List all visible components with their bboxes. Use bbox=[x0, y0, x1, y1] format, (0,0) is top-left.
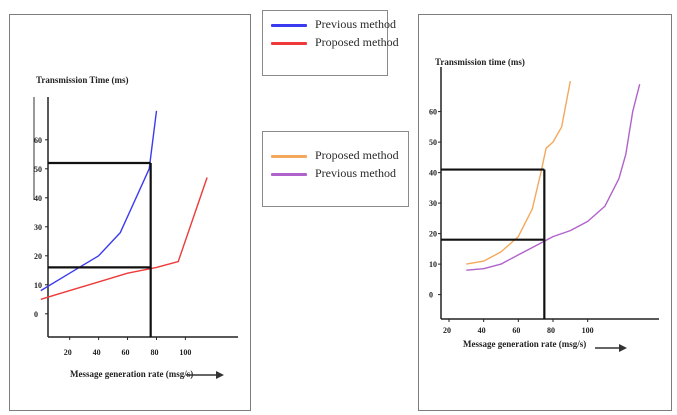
right-chart: Transmission time (ms) 0 10 20 30 40 50 60 20 40… bbox=[429, 57, 659, 352]
legend-swatch bbox=[271, 173, 307, 176]
y-tick-label: 20 bbox=[34, 252, 42, 261]
legend-label: Proposed method bbox=[315, 35, 399, 49]
x-tick-label: 20 bbox=[64, 348, 72, 357]
left-chart: Transmission Time (ms) 0 10 20 30 40 50 60 20 40… bbox=[33, 75, 238, 379]
x-tick-label: 40 bbox=[478, 326, 486, 335]
right-x-label: Message generation rate (msg/s) bbox=[463, 339, 586, 349]
x-tick-label: 40 bbox=[93, 348, 101, 357]
right-y-label: Transmission time (ms) bbox=[435, 57, 525, 67]
y-tick-label: 30 bbox=[429, 199, 437, 208]
x-tick-label: 80 bbox=[150, 348, 158, 357]
left-chart-panel: Transmission Time (ms) 0 10 20 30 40 50 60 20 40… bbox=[9, 14, 251, 411]
y-tick-label: 60 bbox=[34, 136, 42, 145]
right-x-arrowhead bbox=[619, 344, 627, 352]
x-tick-label: 100 bbox=[179, 348, 191, 357]
y-tick-label: 50 bbox=[429, 138, 437, 147]
y-tick-label: 30 bbox=[34, 223, 42, 232]
series-line-proposed-method bbox=[40, 177, 208, 300]
y-tick-label: 60 bbox=[429, 108, 437, 117]
y-tick-label: 50 bbox=[34, 165, 42, 174]
legend-label: Previous method bbox=[315, 17, 396, 31]
legend-bottom: Proposed method Previous method bbox=[262, 131, 409, 207]
left-y-label: Transmission Time (ms) bbox=[36, 75, 129, 85]
y-tick-label: 10 bbox=[34, 281, 42, 290]
legend-label: Proposed method bbox=[315, 148, 399, 162]
x-tick-label: 20 bbox=[443, 326, 451, 335]
y-tick-label: 20 bbox=[429, 230, 437, 239]
legend-label: Previous method bbox=[315, 166, 396, 180]
left-x-arrowhead bbox=[216, 371, 224, 379]
y-tick-label: 0 bbox=[34, 310, 38, 319]
x-tick-label: 80 bbox=[547, 326, 555, 335]
series-line-previous-method bbox=[466, 84, 641, 271]
legend-swatch bbox=[271, 24, 307, 27]
x-tick-label: 60 bbox=[512, 326, 520, 335]
y-tick-label: 10 bbox=[429, 260, 437, 269]
legend-top: Previous method Proposed method bbox=[262, 10, 399, 76]
series-line-previous-method bbox=[40, 110, 158, 292]
right-chart-panel: Transmission time (ms) 0 10 20 30 40 50 60 20 40… bbox=[418, 14, 672, 411]
x-tick-label: 60 bbox=[122, 348, 130, 357]
legend-swatch bbox=[271, 155, 307, 158]
y-tick-label: 40 bbox=[34, 194, 42, 203]
y-tick-label: 40 bbox=[429, 169, 437, 178]
y-tick-label: 0 bbox=[429, 291, 433, 300]
x-tick-label: 100 bbox=[582, 326, 594, 335]
legend-swatch bbox=[271, 42, 307, 45]
left-x-label: Message generation rate (msg/s) bbox=[70, 369, 193, 379]
series-line-proposed-method bbox=[466, 80, 571, 265]
